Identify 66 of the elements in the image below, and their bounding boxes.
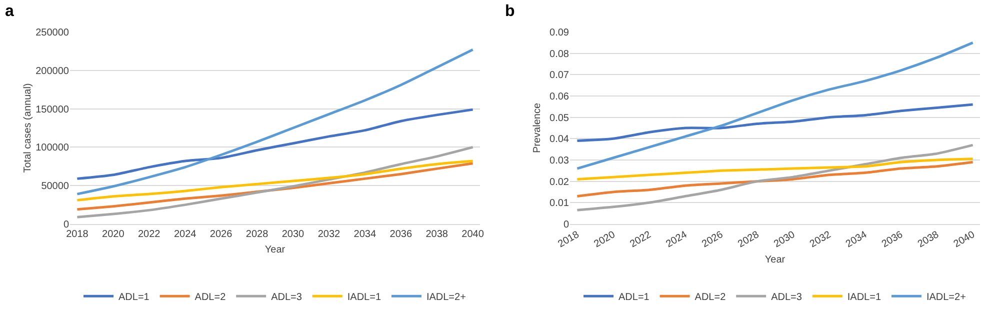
line-series [576, 144, 974, 212]
x-tick-label: 2018 [556, 229, 582, 250]
y-tick-label: 0.08 [550, 48, 570, 60]
y-tick-label: 0.05 [550, 112, 570, 124]
y-tick-label: 50000 [41, 181, 70, 192]
y-axis-title: Prevalence [532, 102, 543, 154]
line-series [76, 48, 474, 196]
legend-label: ADL=3 [771, 292, 802, 303]
y-tick-label: 0.06 [550, 92, 570, 102]
x-tick-label: 2032 [318, 229, 341, 240]
x-tick-label: 2036 [390, 229, 412, 240]
y-tick-label: 100000 [36, 142, 70, 154]
chart-title: a [5, 3, 14, 20]
line-series [576, 103, 974, 142]
line-series [576, 158, 974, 180]
x-tick-label: 2034 [354, 229, 376, 240]
x-tick-label: 2038 [916, 229, 942, 250]
chart-title: b [505, 3, 515, 20]
y-axis-title: Total cases (annual) [22, 83, 34, 173]
legend-label: ADL=2 [694, 292, 726, 303]
y-tick-label: 0 [563, 220, 570, 230]
x-tick-label: 2030 [282, 229, 305, 240]
legend-label: ADL=1 [618, 292, 650, 303]
x-tick-label: 2034 [844, 229, 870, 250]
line-series [76, 108, 474, 180]
line-series [576, 41, 974, 170]
y-tick-label: 150000 [36, 104, 70, 116]
y-tick-label: 0.02 [550, 176, 570, 188]
x-tick-label: 2020 [102, 229, 125, 240]
y-tick-label: 0.09 [550, 28, 570, 38]
x-axis-title: Year [264, 244, 286, 256]
legend-label: IADL=1 [847, 292, 882, 303]
legend-label: IADL=1 [347, 292, 382, 303]
x-tick-label: 2022 [628, 229, 654, 250]
x-tick-label: 2028 [246, 229, 269, 240]
x-tick-label: 2040 [952, 229, 978, 250]
y-tick-label: 0.04 [550, 134, 570, 146]
legend-label: ADL=2 [194, 292, 226, 303]
legend-label: ADL=1 [118, 292, 150, 303]
line-series [76, 162, 474, 211]
x-tick-label: 2036 [880, 229, 906, 250]
x-tick-label: 2024 [174, 229, 197, 240]
legend-label: IADL=2+ [926, 292, 966, 303]
x-tick-label: 2032 [808, 229, 834, 250]
y-tick-label: 0.07 [550, 70, 570, 82]
line-series [76, 146, 474, 218]
legend-label: ADL=3 [271, 292, 302, 303]
y-tick-label: 0.01 [550, 198, 570, 210]
legend-label: IADL=2+ [426, 292, 466, 303]
line-series [76, 160, 474, 202]
x-tick-label: 2028 [736, 229, 762, 250]
x-tick-label: 2022 [138, 229, 161, 240]
x-tick-label: 2018 [66, 229, 89, 240]
y-tick-label: 0.03 [550, 156, 570, 166]
x-axis-title: Year [764, 254, 786, 266]
y-tick-label: 250000 [36, 28, 70, 38]
x-tick-label: 2024 [664, 229, 690, 250]
x-tick-label: 2026 [210, 229, 233, 240]
x-tick-label: 2020 [592, 229, 618, 250]
x-tick-label: 2038 [426, 229, 448, 240]
x-tick-label: 2040 [462, 229, 484, 240]
x-tick-label: 2030 [772, 229, 798, 250]
y-tick-label: 0 [63, 220, 70, 230]
line-series [576, 160, 974, 198]
x-tick-label: 2026 [700, 229, 726, 250]
y-tick-label: 200000 [36, 66, 70, 77]
